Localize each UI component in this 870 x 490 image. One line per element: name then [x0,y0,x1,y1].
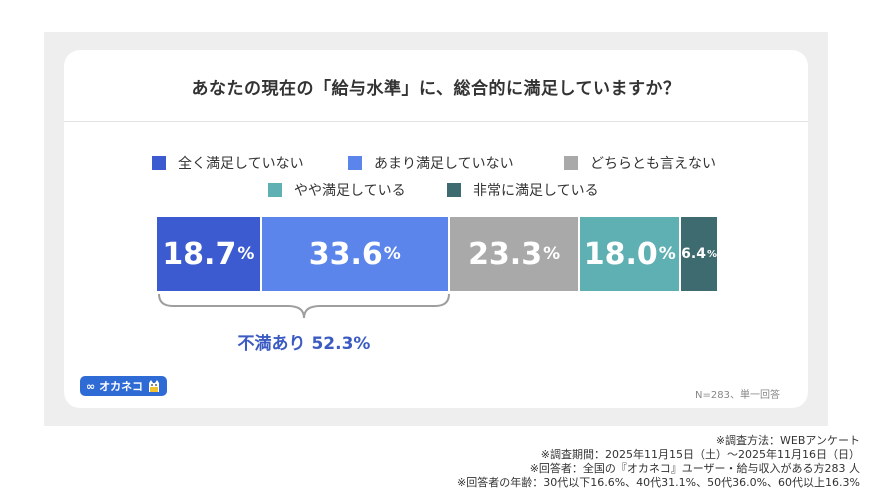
bar-segment: 18.0% [580,217,680,291]
infinity-icon: ∞ [86,379,96,393]
bar-value-label: 6.4 [681,246,706,262]
legend-swatch [564,156,578,170]
legend-label: どちらとも言えない [590,156,716,172]
legend-swatch [348,156,362,170]
legend-label: あまり満足していない [374,156,514,172]
bar-value-label: 18.7 [162,236,237,272]
legend-label: 非常に満足している [473,183,599,199]
bar-value-label: 33.6 [308,236,383,272]
bar-percent-sign: % [658,244,676,264]
chart-title: あなたの現在の「給与水準」に、総合的に満足していますか？ [191,78,681,99]
bar-segment: 18.7% [157,217,260,291]
bar-segment: 33.6% [261,217,448,291]
legend-item: どちらとも言えない [564,153,716,173]
bar-value-label: 18.0 [583,236,658,272]
title-divider [64,121,808,122]
dissatisfied-total-annotation: 不満あり 52.3% [237,334,371,354]
bar-percent-sign: % [383,244,401,264]
bar-segment: 6.4% [681,217,717,291]
footnote-respondents: ※回答者：全国の『オカネコ』ユーザー・給与収入がある方283 人 [529,462,860,475]
bar-percent-sign: % [543,244,561,264]
bar-segment: 23.3% [449,217,579,291]
legend-label: やや満足している [294,183,406,199]
footnote-age: ※回答者の年齢：30代以下16.6%、40代31.1%、50代36.0%、60代… [457,476,860,489]
cat-mascot-icon [148,380,159,392]
bar-percent-sign: % [237,244,255,264]
footnote-period: ※調査期間：2025年11月15日（土）〜2025年11月16日（日） [540,448,860,461]
legend-item: 全く満足していない [152,153,304,173]
dissatisfied-bracket [158,293,450,319]
legend-swatch [268,183,282,197]
legend-item: 非常に満足している [447,180,599,200]
legend-swatch [152,156,166,170]
sample-size-note: N=283、単一回答 [695,390,780,401]
okaneko-logo: ∞ オカネコ [80,376,167,396]
legend-item: やや満足している [268,180,406,200]
bar-percent-sign: % [706,248,717,260]
logo-text: オカネコ [99,380,143,393]
footnote-method: ※調査方法：WEBアンケート [715,434,860,447]
legend-label: 全く満足していない [178,156,304,172]
legend-item: あまり満足していない [348,153,514,173]
bar-value-label: 23.3 [468,236,543,272]
legend-swatch [447,183,461,197]
